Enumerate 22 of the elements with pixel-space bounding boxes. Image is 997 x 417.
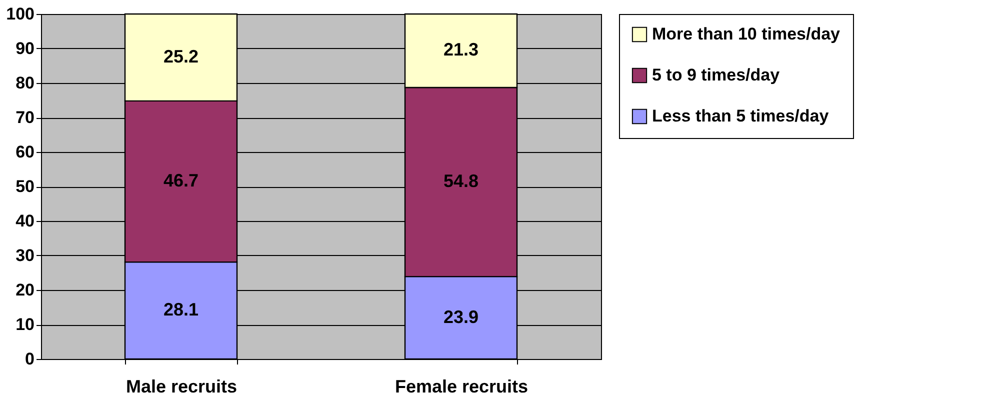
- y-tick-label: 20: [16, 280, 34, 300]
- y-tick-label: 90: [16, 39, 34, 58]
- y-tick-label: 0: [25, 350, 34, 368]
- x-tick-label: Male recruits: [126, 376, 238, 396]
- data-label: 54.8: [443, 171, 479, 192]
- y-tick-label: 50: [16, 177, 34, 196]
- y-tick-label: 100: [6, 4, 34, 24]
- y-tick-label: 40: [16, 212, 34, 230]
- data-label: 23.9: [443, 306, 479, 327]
- y-tick-label: 10: [16, 315, 34, 334]
- y-tick-label: 60: [16, 142, 34, 162]
- x-tick-label: Female recruits: [394, 376, 528, 396]
- legend-label: 5 to 9 times/day: [652, 66, 780, 84]
- legend-label: More than 10 times/day: [652, 24, 841, 44]
- legend-label: Less than 5 times/day: [652, 106, 830, 126]
- data-label: 46.7: [163, 170, 199, 190]
- y-tick-label: 30: [16, 246, 34, 265]
- data-label: 21.3: [443, 40, 479, 60]
- y-tick-label: 80: [16, 74, 34, 92]
- y-tick-label: 70: [16, 108, 34, 127]
- data-label: 28.1: [163, 300, 199, 320]
- data-label: 25.2: [163, 46, 199, 66]
